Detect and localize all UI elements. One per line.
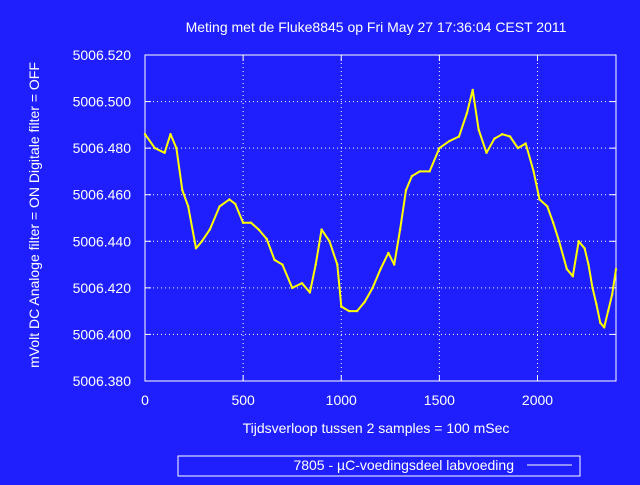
y-tick-label: 5006.380 (73, 373, 132, 389)
data-point (410, 174, 414, 178)
data-point (538, 198, 541, 201)
x-tick-label: 1500 (424, 392, 455, 408)
x-tick-label: 1000 (326, 392, 357, 408)
data-point (493, 137, 496, 140)
data-point (328, 240, 331, 243)
data-point (340, 305, 343, 308)
data-point (355, 309, 359, 313)
data-point (591, 286, 594, 290)
data-point (320, 228, 323, 231)
data-point (599, 321, 602, 324)
data-point (501, 133, 504, 136)
y-tick-label: 5006.520 (73, 47, 132, 63)
data-point (552, 221, 555, 224)
y-tick-label: 5006.420 (73, 280, 132, 296)
data-point (532, 170, 535, 173)
axis-ticks: 5006.380 5006.400 5006.420 5006.440 5006.460… (73, 47, 616, 408)
data-point (143, 133, 147, 136)
x-tick-label: 0 (141, 392, 149, 408)
data-point (234, 202, 237, 206)
data-point (398, 228, 402, 231)
data-point (428, 170, 431, 173)
data-point (300, 282, 304, 285)
legend-box (177, 455, 581, 477)
series-layer (143, 88, 618, 329)
data-point (181, 188, 184, 192)
data-point (336, 263, 339, 266)
chart-title: Meting met de Fluke8845 op Fri May 27 17… (186, 19, 567, 35)
data-point (281, 263, 284, 266)
x-tick-label: 2000 (522, 392, 553, 408)
data-point (546, 205, 549, 208)
data-point (175, 146, 178, 150)
data-point (371, 286, 374, 290)
data-point (265, 237, 268, 241)
data-point (583, 247, 586, 250)
data-point (379, 268, 382, 271)
data-point (153, 146, 156, 150)
y-tick-label: 5006.460 (73, 187, 132, 203)
y-tick-label: 5006.500 (73, 94, 132, 110)
data-point (200, 240, 204, 243)
data-point (606, 309, 610, 313)
y-tick-label: 5006.440 (73, 233, 132, 249)
y-tick-label: 5006.400 (73, 326, 132, 342)
data-point (347, 309, 351, 313)
data-point (163, 151, 166, 154)
data-point (471, 88, 474, 92)
data-point (363, 300, 366, 303)
data-point (291, 286, 294, 290)
x-tick-label: 500 (231, 392, 255, 408)
data-point (187, 205, 190, 208)
data-point (516, 146, 520, 150)
data-point (169, 133, 172, 136)
data-point (465, 112, 469, 115)
x-axis-label: Tijdsverloop tussen 2 samples = 100 mSec (243, 420, 510, 436)
data-point (595, 303, 598, 306)
data-point (257, 228, 260, 231)
y-axis-label: mVolt DC Analoge filter = ON Digitale fi… (26, 62, 42, 368)
data-point (587, 263, 590, 266)
data-point (457, 135, 461, 138)
data-point (448, 140, 451, 143)
data-point (208, 228, 211, 231)
data-point (557, 240, 561, 243)
data-point (194, 247, 198, 250)
data-point (603, 326, 606, 329)
data-point (577, 240, 580, 243)
data-point (614, 268, 618, 271)
legend-label: 7805 - µC-voedingsdeel labvoeding (293, 457, 514, 473)
plot-frame (144, 54, 617, 382)
data-point (565, 268, 569, 271)
data-point (218, 205, 221, 208)
data-point (485, 151, 488, 154)
data-point (387, 251, 390, 255)
data-point (228, 198, 231, 201)
data-point (314, 263, 317, 266)
data-point (508, 135, 512, 138)
data-point (308, 291, 312, 294)
data-point (241, 221, 245, 224)
data-point (571, 275, 574, 278)
data-point (524, 142, 527, 145)
data-point (610, 293, 614, 296)
data-point (404, 188, 408, 192)
y-tick-label: 5006.480 (73, 140, 132, 156)
data-point (249, 221, 253, 224)
data-point (393, 263, 396, 266)
legend: 7805 - µC-voedingsdeel labvoeding (177, 455, 581, 477)
data-point (418, 170, 421, 173)
data-point (273, 258, 276, 262)
data-point (438, 146, 441, 150)
series-line (144, 88, 617, 329)
data-point (477, 128, 480, 131)
